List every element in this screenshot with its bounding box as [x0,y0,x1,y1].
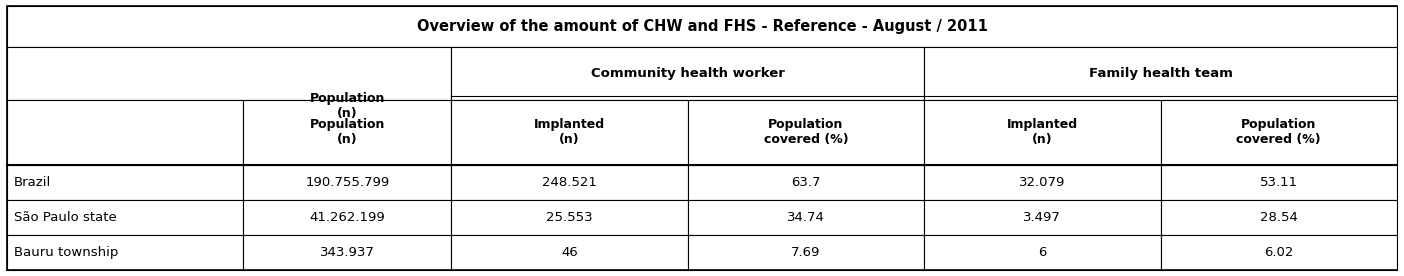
Bar [688,100,924,165]
Text: 63.7: 63.7 [790,176,821,189]
Bar [243,200,451,235]
Bar [1161,100,1397,165]
Text: 34.74: 34.74 [788,211,824,224]
Text: Implanted
(n): Implanted (n) [1007,118,1078,146]
Text: Overview of the amount of CHW and FHS - Reference - August / 2011: Overview of the amount of CHW and FHS - … [417,18,987,34]
Bar [243,235,451,270]
Bar [924,165,1161,200]
Bar [688,235,924,270]
Bar [451,235,688,270]
Text: 32.079: 32.079 [1019,176,1066,189]
Bar [451,165,688,200]
Bar [451,100,688,165]
Bar [1161,165,1397,200]
Bar [688,200,924,235]
Text: Population
covered (%): Population covered (%) [1237,118,1321,146]
Bar [688,165,924,200]
Bar [243,100,451,165]
Text: 53.11: 53.11 [1259,176,1297,189]
Text: 25.553: 25.553 [546,211,592,224]
Text: 248.521: 248.521 [542,176,597,189]
Bar [924,235,1161,270]
Bar [451,200,688,235]
Bar [1161,200,1397,235]
Bar [243,165,451,200]
Bar [7,165,243,200]
Text: Family health team: Family health team [1088,67,1233,80]
Bar [7,100,243,165]
Bar [7,47,451,100]
Text: Community health worker: Community health worker [591,67,785,80]
Text: Population
covered (%): Population covered (%) [764,118,848,146]
Bar [924,47,1397,100]
Bar [924,200,1161,235]
Text: 41.262.199: 41.262.199 [309,211,385,224]
Bar [1161,235,1397,270]
Text: Bauru township: Bauru township [14,246,118,259]
Bar [924,100,1161,165]
Text: Population
(n): Population (n) [310,118,385,146]
Text: Population
(n): Population (n) [310,92,385,120]
Text: 6.02: 6.02 [1264,246,1293,259]
Text: 28.54: 28.54 [1259,211,1297,224]
Bar [451,47,924,100]
Bar [7,200,243,235]
Bar [7,6,1397,47]
Text: Brazil: Brazil [14,176,52,189]
Text: 343.937: 343.937 [320,246,375,259]
Text: Implanted
(n): Implanted (n) [534,118,605,146]
Text: 3.497: 3.497 [1024,211,1061,224]
Text: 7.69: 7.69 [792,246,820,259]
Text: 6: 6 [1038,246,1046,259]
Text: 190.755.799: 190.755.799 [305,176,389,189]
Text: 46: 46 [562,246,578,259]
Text: São Paulo state: São Paulo state [14,211,117,224]
Bar [7,235,243,270]
